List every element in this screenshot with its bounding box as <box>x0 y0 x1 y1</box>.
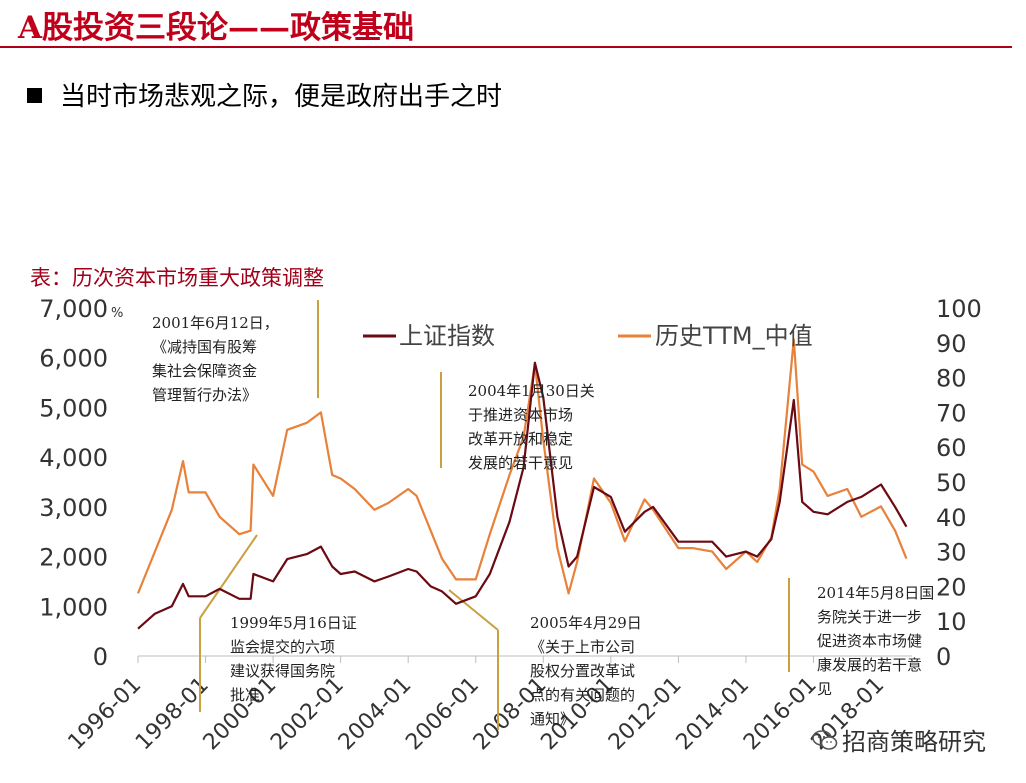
annotation-text: 监会提交的六项 <box>230 638 335 656</box>
annotation-leader-line <box>199 534 258 619</box>
legend-label-index: 上证指数 <box>399 322 495 350</box>
annotation-text: 《关于上市公司 <box>530 638 635 656</box>
annotation-text: 股权分置改革试 <box>530 662 635 680</box>
left-axis-tick: 3,000 <box>39 494 108 522</box>
left-axis-tick: 4,000 <box>39 444 108 472</box>
right-axis-tick: 60 <box>936 434 967 462</box>
annotation-text: 点的有关问题的 <box>530 686 635 704</box>
x-axis-tick-label: 2014-01 <box>672 673 755 756</box>
annotation-text: 2004年1月30日关 <box>468 382 595 400</box>
left-axis-unit: % <box>111 306 123 321</box>
annotation-text: 改革开放和稳定 <box>468 430 573 448</box>
watermark-text: 招商策略研究 <box>842 728 986 756</box>
legend-label-pe: 历史TTM_中值 <box>655 322 813 350</box>
annotation-text: 见 <box>817 680 832 698</box>
annotation-text: 《减持国有股筹 <box>152 338 257 356</box>
left-axis-tick: 6,000 <box>39 345 108 373</box>
x-axis-tick-label: 1998-01 <box>131 673 214 756</box>
annotation-text: 管理暂行办法》 <box>152 386 257 404</box>
x-axis-tick-label: 2012-01 <box>604 673 687 756</box>
page-title: A股投资三段论——政策基础 <box>18 10 415 46</box>
slide-subtitle: 当时市场悲观之际，便是政府出手之时 <box>60 82 503 112</box>
table-caption: 表：历次资本市场重大政策调整 <box>30 266 324 290</box>
series-line-pe <box>136 338 908 595</box>
right-axis-tick: 100 <box>936 295 982 323</box>
annotation-text: 发展的若干意见 <box>468 454 573 472</box>
right-axis-tick: 20 <box>936 573 967 601</box>
wechat-icon <box>812 729 838 750</box>
annotation-leader-line <box>448 589 499 631</box>
annotation-text: 促进资本市场健 <box>817 632 922 650</box>
right-axis-tick: 50 <box>936 469 967 497</box>
x-axis-tick-label: 2016-01 <box>739 673 822 756</box>
bullet-square-icon <box>27 88 42 103</box>
left-axis-tick: 5,000 <box>39 394 108 422</box>
left-axis-tick: 1,000 <box>39 593 108 621</box>
left-axis-tick: 0 <box>93 643 108 671</box>
left-axis-tick: 2,000 <box>39 544 108 572</box>
annotation-text: 康发展的若干意 <box>817 656 922 674</box>
annotation-text: 于推进资本市场 <box>468 406 573 424</box>
annotation-text: 务院关于进一步 <box>817 608 922 626</box>
x-axis-tick-label: 1996-01 <box>64 673 147 756</box>
series-line-index <box>137 361 908 630</box>
x-axis-tick-label: 2006-01 <box>401 673 484 756</box>
watermark: 招商策略研究 <box>812 722 986 757</box>
right-axis-tick: 70 <box>936 399 967 427</box>
annotation-text: 2001年6月12日， <box>152 314 279 332</box>
right-axis-tick: 80 <box>936 365 967 393</box>
right-axis-tick: 0 <box>936 643 951 671</box>
left-axis-tick: 7,000 <box>39 295 108 323</box>
right-axis-tick: 10 <box>936 608 967 636</box>
annotation-text: 批准 <box>230 686 260 704</box>
annotation-text: 2005年4月29日 <box>530 614 642 632</box>
title-divider <box>0 46 1012 48</box>
x-axis-tick-label: 2004-01 <box>334 673 417 756</box>
right-axis-tick: 30 <box>936 539 967 567</box>
annotation-text: 建议获得国务院 <box>230 662 335 680</box>
right-axis-tick: 40 <box>936 504 967 532</box>
annotation-text: 2014年5月8日国 <box>817 584 934 602</box>
right-axis-tick: 90 <box>936 330 967 358</box>
x-axis-tick-label: 2000-01 <box>199 673 282 756</box>
annotation-text: 1999年5月16日证 <box>230 614 357 632</box>
x-axis-tick-label: 2002-01 <box>266 673 349 756</box>
annotation-text: 通知》 <box>530 710 575 728</box>
annotation-text: 集社会保障资金 <box>152 362 257 380</box>
